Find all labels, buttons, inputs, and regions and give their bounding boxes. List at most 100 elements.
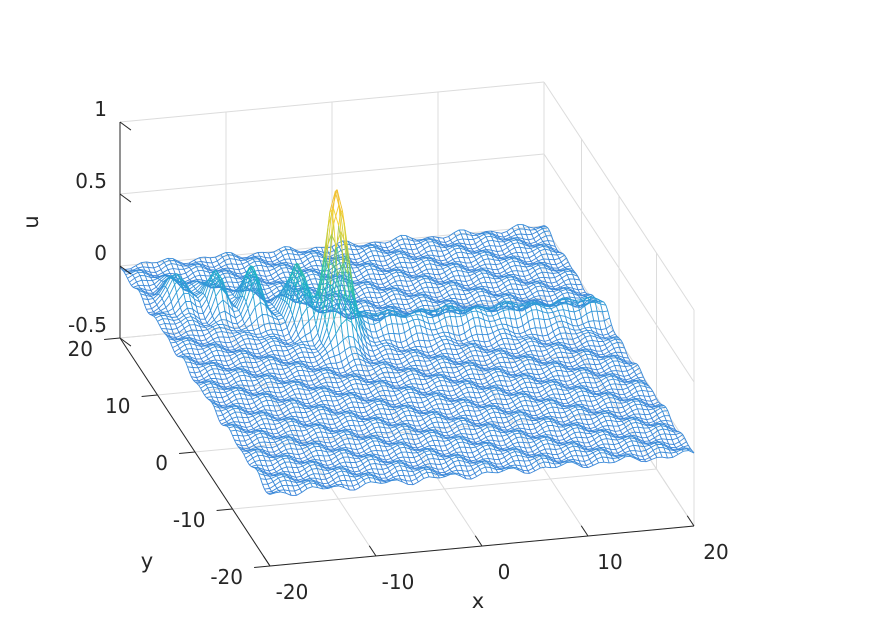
mesh-segment-y (517, 242, 521, 248)
mesh-segment-y (453, 232, 457, 237)
mesh-segment-y (501, 250, 505, 255)
mesh-segment-y (541, 254, 544, 260)
mesh-segment-y (168, 295, 172, 303)
mesh-segment-y (436, 269, 440, 275)
mesh-segment-y (226, 332, 230, 338)
mesh-segment-x (496, 296, 503, 301)
mesh-segment-x (489, 296, 496, 298)
mesh-segment-x (180, 317, 187, 323)
mesh-segment-x (260, 280, 267, 284)
mesh-segment-x (385, 300, 391, 305)
mesh-segment-x (452, 245, 459, 248)
mesh-segment-x (199, 256, 205, 259)
mesh-segment-y (221, 271, 224, 274)
mesh-segment-x (479, 263, 486, 267)
mesh-segment-x (463, 257, 469, 259)
mesh-segment-y (290, 338, 294, 342)
mesh-segment-x (275, 298, 282, 310)
mesh-segment-y (437, 237, 441, 242)
mesh-segment-x (511, 251, 517, 255)
mesh-segment-y (253, 339, 257, 345)
mesh-segment-x (159, 280, 166, 290)
mesh-segment-y (493, 259, 497, 265)
mesh-segment-y (287, 253, 291, 260)
mesh-segment-x (360, 262, 367, 266)
mesh-segment-y (513, 230, 517, 235)
mesh-segment-x (284, 264, 291, 268)
mesh-segment-y (376, 250, 379, 256)
mesh-segment-x (185, 263, 191, 266)
mesh-segment-y (218, 264, 222, 268)
mesh-segment-x (399, 243, 405, 246)
mesh-segment-x (193, 282, 200, 287)
mesh-segment-x (174, 307, 181, 314)
mesh-segment-x (555, 261, 562, 266)
mesh-segment-y (538, 234, 542, 239)
mesh-segment-x (401, 298, 407, 301)
mesh-segment-y (374, 260, 378, 265)
mesh-segment-x (231, 297, 238, 304)
mesh-segment-x (420, 300, 427, 302)
mesh-segment-y (427, 286, 430, 293)
mesh-segment-y (553, 291, 556, 295)
mesh-segment-y (286, 267, 290, 273)
mesh-segment-y (497, 269, 500, 274)
mesh-segment-x (473, 279, 479, 284)
mesh-segment-y (547, 272, 550, 279)
mesh-segment-y (446, 291, 450, 296)
mesh-segment-y (555, 264, 559, 269)
mesh-segment-x (227, 346, 233, 348)
mesh-segment-x (522, 261, 528, 265)
mesh-segment-x (391, 284, 398, 287)
mesh-segment-y (156, 304, 160, 309)
mesh-segment-x (523, 238, 529, 241)
mesh-segment-x (379, 291, 386, 294)
mesh-segment-x (506, 257, 512, 262)
mesh-segment-y (488, 258, 491, 265)
mesh-segment-y (229, 258, 233, 264)
mesh-segment-x (397, 238, 403, 242)
mesh-segment-x (450, 235, 457, 241)
mesh-segment-x (246, 254, 253, 258)
mesh-segment-x (172, 273, 179, 280)
mesh-segment-x (203, 270, 210, 273)
mesh-segment-x (144, 269, 151, 273)
mesh-segment-x (356, 289, 363, 295)
mesh-segment-x (143, 266, 149, 268)
mesh-segment-x (558, 281, 564, 286)
mesh-segment-y (187, 276, 190, 280)
mesh-segment-x (187, 272, 194, 278)
mesh-segment-x (160, 307, 167, 312)
mesh-segment-y (498, 260, 502, 264)
mesh-segment-y (221, 331, 225, 338)
mesh-segment-x (504, 257, 510, 260)
mesh-segment-y (409, 277, 412, 282)
mesh-segment-x (494, 295, 501, 298)
mesh-segment-y (165, 307, 169, 312)
mesh-segment-x (316, 265, 323, 267)
mesh-segment-x (182, 339, 189, 343)
mesh-segment-y (156, 262, 160, 267)
mesh-segment-y (276, 287, 280, 291)
mesh-segment-x (351, 248, 357, 251)
mesh-segment-x (303, 251, 310, 255)
mesh-segment-x (554, 274, 561, 278)
grid-line-backwall-z (119, 153, 545, 195)
mesh-segment-y (134, 287, 138, 290)
mesh-segment-y (464, 294, 468, 300)
mesh-segment-y (203, 270, 206, 276)
mesh-segment-x (307, 255, 314, 260)
mesh-segment-x (395, 234, 402, 239)
mesh-segment-x (390, 288, 396, 290)
mesh-segment-y (385, 277, 389, 282)
mesh-segment-x (164, 272, 170, 275)
mesh-segment-y (433, 274, 437, 280)
mesh-segment-y (194, 276, 198, 280)
mesh-segment-x (562, 291, 568, 295)
mesh-segment-y (431, 250, 434, 256)
mesh-segment-y (516, 252, 519, 257)
mesh-segment-x (406, 297, 413, 301)
mesh-segment-y (375, 279, 379, 285)
mesh-segment-x (403, 270, 410, 274)
mesh-segment-y (351, 249, 354, 255)
